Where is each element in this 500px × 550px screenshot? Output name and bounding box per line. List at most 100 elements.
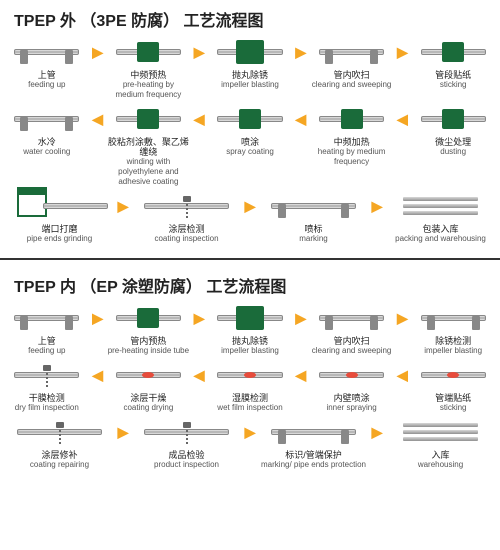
step-label: 涂层修补coating repairing xyxy=(6,450,113,470)
step-label: 喷涂spray coating xyxy=(209,137,291,157)
step-icon xyxy=(6,191,113,221)
step-icon xyxy=(311,360,393,390)
step-flow2-9: 干膜检测dry film inspection xyxy=(6,360,88,413)
flow-ep: TPEP 内 （EP 涂塑防腐） 工艺流程图 上管feeding up ▶ 管内… xyxy=(0,266,500,478)
step-label: 管内预热pre-heating inside tube xyxy=(108,336,190,356)
arrow-icon: ▶ xyxy=(88,303,108,333)
step-icon xyxy=(260,417,367,447)
step-icon xyxy=(311,37,393,67)
step-icon xyxy=(133,417,240,447)
arrow-icon: ▶ xyxy=(367,417,387,447)
step-icon xyxy=(387,417,494,447)
step-flow1-3: 管内吹扫clearing and sweeping xyxy=(311,37,393,90)
step-flow1-5: 微尘处理dusting xyxy=(412,104,494,157)
step-label: 标识/管端保护marking/ pipe ends protection xyxy=(260,450,367,470)
step-flow2-8: 涂层干燥coating drying xyxy=(108,360,190,413)
step-label: 中频加热heating by medium frequency xyxy=(311,137,393,167)
arrow-icon: ◀ xyxy=(291,104,311,134)
step-label: 干膜检测dry film inspection xyxy=(6,393,88,413)
arrow-icon: ▶ xyxy=(291,37,311,67)
step-flow1-8: 胶粘剂涂敷、聚乙烯缠绕winding with polyethylene and… xyxy=(108,104,190,187)
step-label: 抛丸除锈impeller blasting xyxy=(209,70,291,90)
flow1-title: TPEP 外 （3PE 防腐） 工艺流程图 xyxy=(14,7,494,31)
step-label: 涂层干燥coating drying xyxy=(108,393,190,413)
arrow-icon: ◀ xyxy=(88,104,108,134)
step-icon xyxy=(412,104,494,134)
step-icon xyxy=(387,191,494,221)
step-icon xyxy=(6,37,88,67)
flow-row: 端口打磨pipe ends grinding ▶ 涂层检测coating ins… xyxy=(6,191,494,244)
step-flow1-0: 上管feeding up xyxy=(6,37,88,90)
flow1-rows: 上管feeding up ▶ 中频预热pre-heating by medium… xyxy=(6,37,494,244)
step-icon xyxy=(209,104,291,134)
step-icon xyxy=(412,37,494,67)
step-icon xyxy=(6,104,88,134)
step-icon xyxy=(108,104,190,134)
step-label: 入库warehousing xyxy=(387,450,494,470)
step-flow2-0: 上管feeding up xyxy=(6,303,88,356)
step-icon xyxy=(209,360,291,390)
step-icon xyxy=(108,360,190,390)
arrow-icon: ▶ xyxy=(189,37,209,67)
arrow-icon: ▶ xyxy=(88,37,108,67)
flow-row: 涂层修补coating repairing ▶ 成品检验product insp… xyxy=(6,417,494,470)
arrow-icon: ▶ xyxy=(189,303,209,333)
arrow-icon: ◀ xyxy=(189,104,209,134)
step-label: 成品检验product inspection xyxy=(133,450,240,470)
step-flow1-7: 喷涂spray coating xyxy=(209,104,291,157)
step-flow2-7: 湿膜检测wet film inspection xyxy=(209,360,291,413)
step-label: 包装入库packing and warehousing xyxy=(387,224,494,244)
step-icon xyxy=(412,360,494,390)
step-label: 除锈检测impeller blasting xyxy=(412,336,494,356)
separator xyxy=(0,258,500,260)
step-flow2-2: ＊＊＊ 抛丸除锈impeller blasting xyxy=(209,303,291,356)
step-flow2-12: 标识/管端保护marking/ pipe ends protection xyxy=(260,417,367,470)
step-icon: ＊＊＊ xyxy=(209,37,291,67)
step-label: 微尘处理dusting xyxy=(412,137,494,157)
step-label: 水冷water cooling xyxy=(6,137,88,157)
arrow-icon: ▶ xyxy=(291,303,311,333)
flow-3pe: TPEP 外 （3PE 防腐） 工艺流程图 上管feeding up ▶ 中频预… xyxy=(0,0,500,252)
step-flow2-6: 内壁喷涂inner spraying xyxy=(311,360,393,413)
step-flow2-13: 入库warehousing xyxy=(387,417,494,470)
step-label: 管内吹扫clearing and sweeping xyxy=(311,336,393,356)
step-flow1-6: 中频加热heating by medium frequency xyxy=(311,104,393,167)
step-label: 胶粘剂涂敷、聚乙烯缠绕winding with polyethylene and… xyxy=(108,137,190,187)
arrow-icon: ▶ xyxy=(113,191,133,221)
step-label: 端口打磨pipe ends grinding xyxy=(6,224,113,244)
step-flow2-11: 成品检验product inspection xyxy=(133,417,240,470)
step-icon xyxy=(260,191,367,221)
arrow-icon: ◀ xyxy=(88,360,108,390)
flow2-rows: 上管feeding up ▶ 管内预热pre-heating inside tu… xyxy=(6,303,494,470)
step-icon xyxy=(6,360,88,390)
step-flow1-2: ＊＊＊ 抛丸除锈impeller blasting xyxy=(209,37,291,90)
step-icon xyxy=(6,303,88,333)
step-label: 管段贴纸sticking xyxy=(412,70,494,90)
step-label: 上管feeding up xyxy=(6,70,88,90)
step-flow1-12: 喷标marking xyxy=(260,191,367,244)
arrow-icon: ◀ xyxy=(392,104,412,134)
step-flow1-10: 端口打磨pipe ends grinding xyxy=(6,191,113,244)
step-icon xyxy=(108,303,190,333)
step-flow2-4: 除锈检测impeller blasting xyxy=(412,303,494,356)
step-icon xyxy=(311,303,393,333)
step-flow1-13: 包装入库packing and warehousing xyxy=(387,191,494,244)
arrow-icon: ▶ xyxy=(367,191,387,221)
step-label: 管内吹扫clearing and sweeping xyxy=(311,70,393,90)
step-label: 管端贴纸sticking xyxy=(412,393,494,413)
step-icon xyxy=(133,191,240,221)
step-flow1-11: 涂层检测coating inspection xyxy=(133,191,240,244)
arrow-icon: ◀ xyxy=(189,360,209,390)
step-flow1-9: 水冷water cooling xyxy=(6,104,88,157)
arrow-icon: ▶ xyxy=(392,303,412,333)
flow-row: 上管feeding up ▶ 中频预热pre-heating by medium… xyxy=(6,37,494,100)
flow-row: 上管feeding up ▶ 管内预热pre-heating inside tu… xyxy=(6,303,494,356)
step-label: 上管feeding up xyxy=(6,336,88,356)
arrow-icon: ◀ xyxy=(392,360,412,390)
step-icon xyxy=(6,417,113,447)
step-icon xyxy=(311,104,393,134)
step-icon xyxy=(412,303,494,333)
arrow-icon: ◀ xyxy=(291,360,311,390)
flow-row: 水冷water cooling ◀ 胶粘剂涂敷、聚乙烯缠绕winding wit… xyxy=(6,104,494,187)
step-label: 喷标marking xyxy=(260,224,367,244)
